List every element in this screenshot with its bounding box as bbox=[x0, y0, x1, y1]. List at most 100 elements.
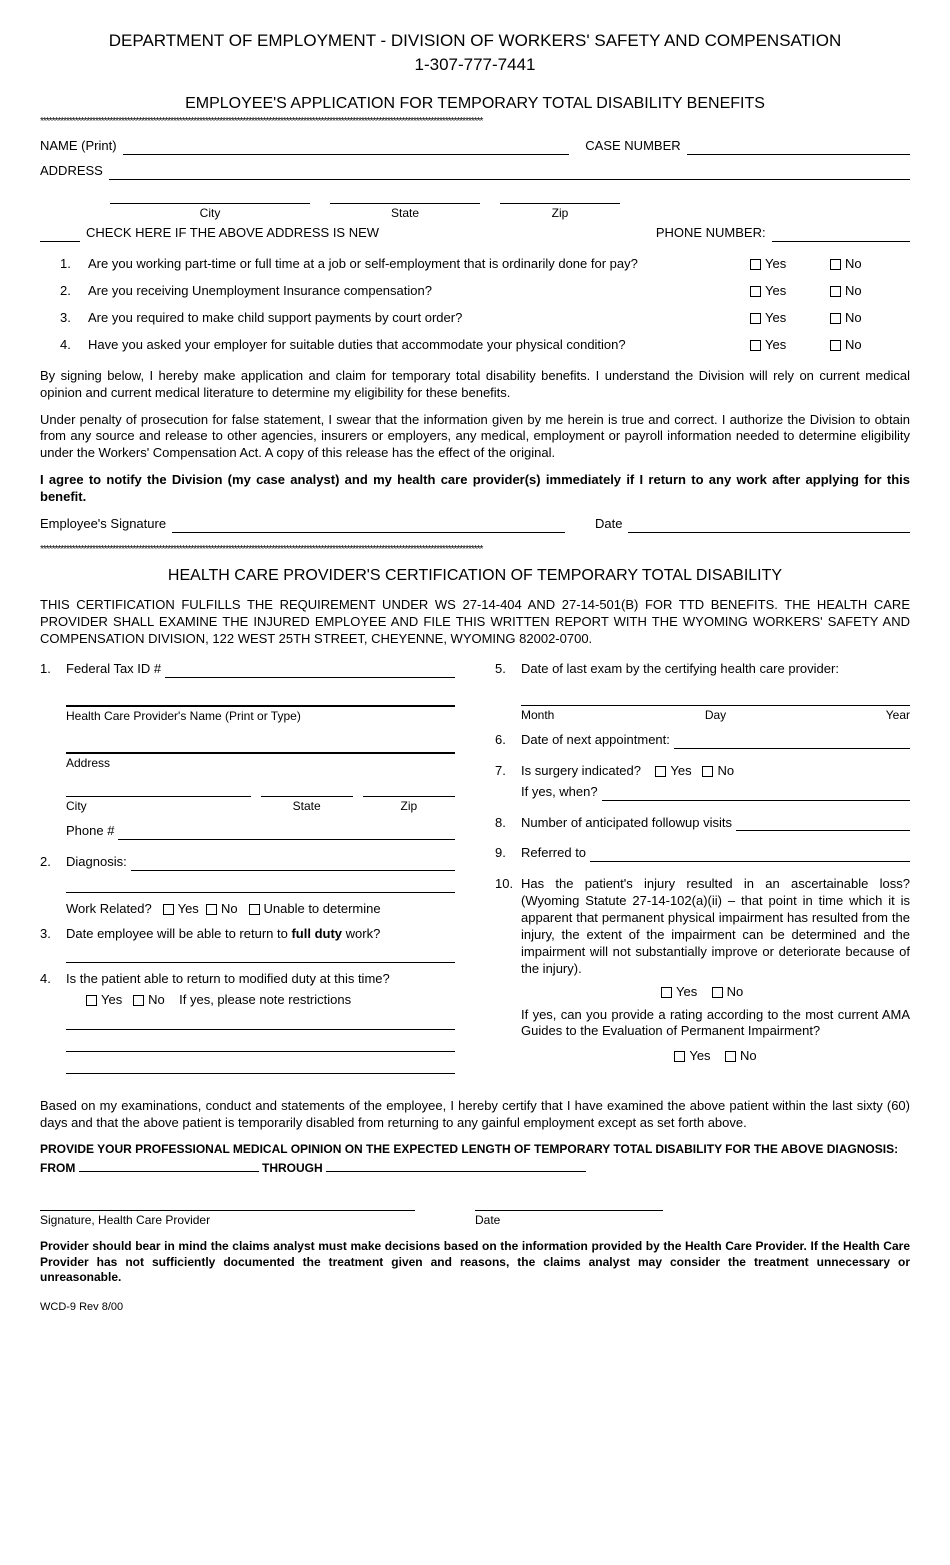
cert-intro: THIS CERTIFICATION FULFILLS THE REQUIREM… bbox=[40, 597, 910, 648]
r10a-yes-checkbox[interactable] bbox=[661, 987, 672, 998]
surgery-no-checkbox[interactable] bbox=[702, 766, 713, 777]
diagnosis-input[interactable] bbox=[131, 855, 455, 871]
provider-date-input[interactable] bbox=[475, 1190, 663, 1210]
provider-zip-input[interactable] bbox=[363, 781, 455, 797]
followup-input[interactable] bbox=[736, 815, 910, 831]
q3-text: Are you required to make child support p… bbox=[88, 310, 750, 327]
r8-num: 8. bbox=[495, 815, 515, 832]
restrictions-label: If yes, please note restrictions bbox=[179, 992, 351, 1007]
r10a-no-checkbox[interactable] bbox=[712, 987, 723, 998]
r7-num: 7. bbox=[495, 763, 515, 780]
provider-phone-input[interactable] bbox=[118, 824, 455, 840]
q3-yes-checkbox[interactable] bbox=[750, 313, 761, 324]
l2-num: 2. bbox=[40, 854, 60, 871]
r8-label: Number of anticipated followup visits bbox=[521, 815, 732, 832]
r10b-no-checkbox[interactable] bbox=[725, 1051, 736, 1062]
provider-city-input[interactable] bbox=[66, 781, 251, 797]
q4-yes-label: Yes bbox=[765, 337, 786, 352]
provider-phone-label: Phone # bbox=[66, 823, 114, 840]
restrictions-line-2[interactable] bbox=[66, 1034, 455, 1052]
q4-yes-checkbox[interactable] bbox=[750, 340, 761, 351]
referred-to-input[interactable] bbox=[590, 846, 910, 862]
q1-yes-checkbox[interactable] bbox=[750, 259, 761, 270]
q1-no-label: No bbox=[845, 256, 862, 271]
para-1: By signing below, I hereby make applicat… bbox=[40, 368, 910, 402]
restrictions-line-1[interactable] bbox=[66, 1012, 455, 1030]
q3-no-checkbox[interactable] bbox=[830, 313, 841, 324]
provider-address-input[interactable] bbox=[66, 735, 455, 753]
diag-from-input[interactable] bbox=[79, 1158, 259, 1172]
r10-num: 10. bbox=[495, 876, 515, 893]
case-number-input[interactable] bbox=[687, 139, 910, 155]
q1-num: 1. bbox=[60, 256, 88, 273]
new-address-label: CHECK HERE IF THE ABOVE ADDRESS IS NEW bbox=[86, 225, 379, 242]
work-related-yes-checkbox[interactable] bbox=[163, 904, 174, 915]
new-address-check[interactable] bbox=[40, 226, 80, 242]
form-id: WCD-9 Rev 8/00 bbox=[40, 1300, 910, 1314]
q4-no-checkbox[interactable] bbox=[830, 340, 841, 351]
provider-sig-label: Signature, Health Care Provider bbox=[40, 1210, 415, 1229]
city-label: City bbox=[110, 204, 310, 222]
zip-input[interactable] bbox=[500, 188, 620, 204]
work-related-unable-checkbox[interactable] bbox=[249, 904, 260, 915]
q3-yes-label: Yes bbox=[765, 310, 786, 325]
return-full-input[interactable] bbox=[66, 947, 455, 963]
right-column: 5. Date of last exam by the certifying h… bbox=[495, 661, 910, 1086]
r10b-yes-label: Yes bbox=[689, 1048, 710, 1063]
dept-phone: 1-307-777-7441 bbox=[40, 54, 910, 76]
address-label: ADDRESS bbox=[40, 163, 103, 180]
fed-tax-input[interactable] bbox=[165, 662, 455, 678]
l4-num: 4. bbox=[40, 971, 60, 988]
q2-yes-label: Yes bbox=[765, 283, 786, 298]
provider-sig-input[interactable] bbox=[40, 1190, 415, 1210]
next-appt-input[interactable] bbox=[674, 733, 910, 749]
address-input[interactable] bbox=[109, 164, 910, 180]
l1-num: 1. bbox=[40, 661, 60, 678]
q2-no-checkbox[interactable] bbox=[830, 286, 841, 297]
r5-num: 5. bbox=[495, 661, 515, 678]
state-input[interactable] bbox=[330, 188, 480, 204]
modified-yes-label: Yes bbox=[101, 992, 122, 1007]
q4-no-label: No bbox=[845, 337, 862, 352]
surgery-yes-checkbox[interactable] bbox=[655, 766, 666, 777]
modified-duty-label: Is the patient able to return to modifie… bbox=[66, 971, 455, 988]
if-yes-when-input[interactable] bbox=[602, 785, 910, 801]
city-input[interactable] bbox=[110, 188, 310, 204]
employee-sig-label: Employee's Signature bbox=[40, 516, 166, 533]
q2-yes-checkbox[interactable] bbox=[750, 286, 761, 297]
r9-num: 9. bbox=[495, 845, 515, 862]
name-input[interactable] bbox=[123, 139, 570, 155]
sig-date-input[interactable] bbox=[628, 517, 910, 533]
last-exam-input[interactable] bbox=[521, 688, 910, 706]
return-full-label: Date employee will be able to return to … bbox=[66, 926, 380, 941]
surgery-no-label: No bbox=[717, 763, 734, 778]
r5-label: Date of last exam by the certifying heal… bbox=[521, 661, 910, 678]
r10b-yes-checkbox[interactable] bbox=[674, 1051, 685, 1062]
r10a-yes-label: Yes bbox=[676, 984, 697, 999]
modified-yes-checkbox[interactable] bbox=[86, 995, 97, 1006]
diagnosis-label: Diagnosis: bbox=[66, 854, 127, 871]
employee-sig-input[interactable] bbox=[172, 517, 565, 533]
restrictions-line-3[interactable] bbox=[66, 1056, 455, 1074]
phone-input[interactable] bbox=[772, 226, 910, 242]
provider-name-input[interactable] bbox=[66, 688, 455, 706]
q1-no-checkbox[interactable] bbox=[830, 259, 841, 270]
para-3: I agree to notify the Division (my case … bbox=[40, 472, 910, 506]
provider-state-input[interactable] bbox=[261, 781, 353, 797]
r10-text: Has the patient's injury resulted in an … bbox=[521, 876, 910, 977]
year-label: Year bbox=[800, 708, 910, 724]
work-related-no-checkbox[interactable] bbox=[206, 904, 217, 915]
diagnosis-input-2[interactable] bbox=[66, 877, 455, 893]
through-label: THROUGH bbox=[262, 1161, 323, 1175]
r9-label: Referred to bbox=[521, 845, 586, 862]
modified-no-checkbox[interactable] bbox=[133, 995, 144, 1006]
diag-through-input[interactable] bbox=[326, 1158, 586, 1172]
q3-num: 3. bbox=[60, 310, 88, 327]
cert-title: HEALTH CARE PROVIDER'S CERTIFICATION OF … bbox=[40, 566, 910, 587]
q2-num: 2. bbox=[60, 283, 88, 300]
phone-label: PHONE NUMBER: bbox=[656, 225, 766, 242]
modified-no-label: No bbox=[148, 992, 165, 1007]
r10a-no-label: No bbox=[727, 984, 744, 999]
work-related-unable-label: Unable to determine bbox=[264, 901, 381, 916]
surgery-yes-label: Yes bbox=[670, 763, 691, 778]
